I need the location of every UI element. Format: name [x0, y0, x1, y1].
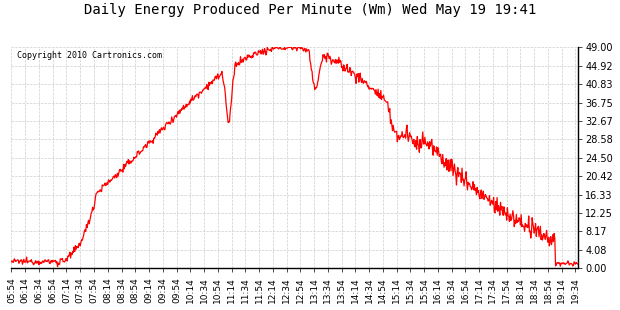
- Text: Copyright 2010 Cartronics.com: Copyright 2010 Cartronics.com: [17, 51, 162, 60]
- Text: Daily Energy Produced Per Minute (Wm) Wed May 19 19:41: Daily Energy Produced Per Minute (Wm) We…: [84, 3, 536, 17]
